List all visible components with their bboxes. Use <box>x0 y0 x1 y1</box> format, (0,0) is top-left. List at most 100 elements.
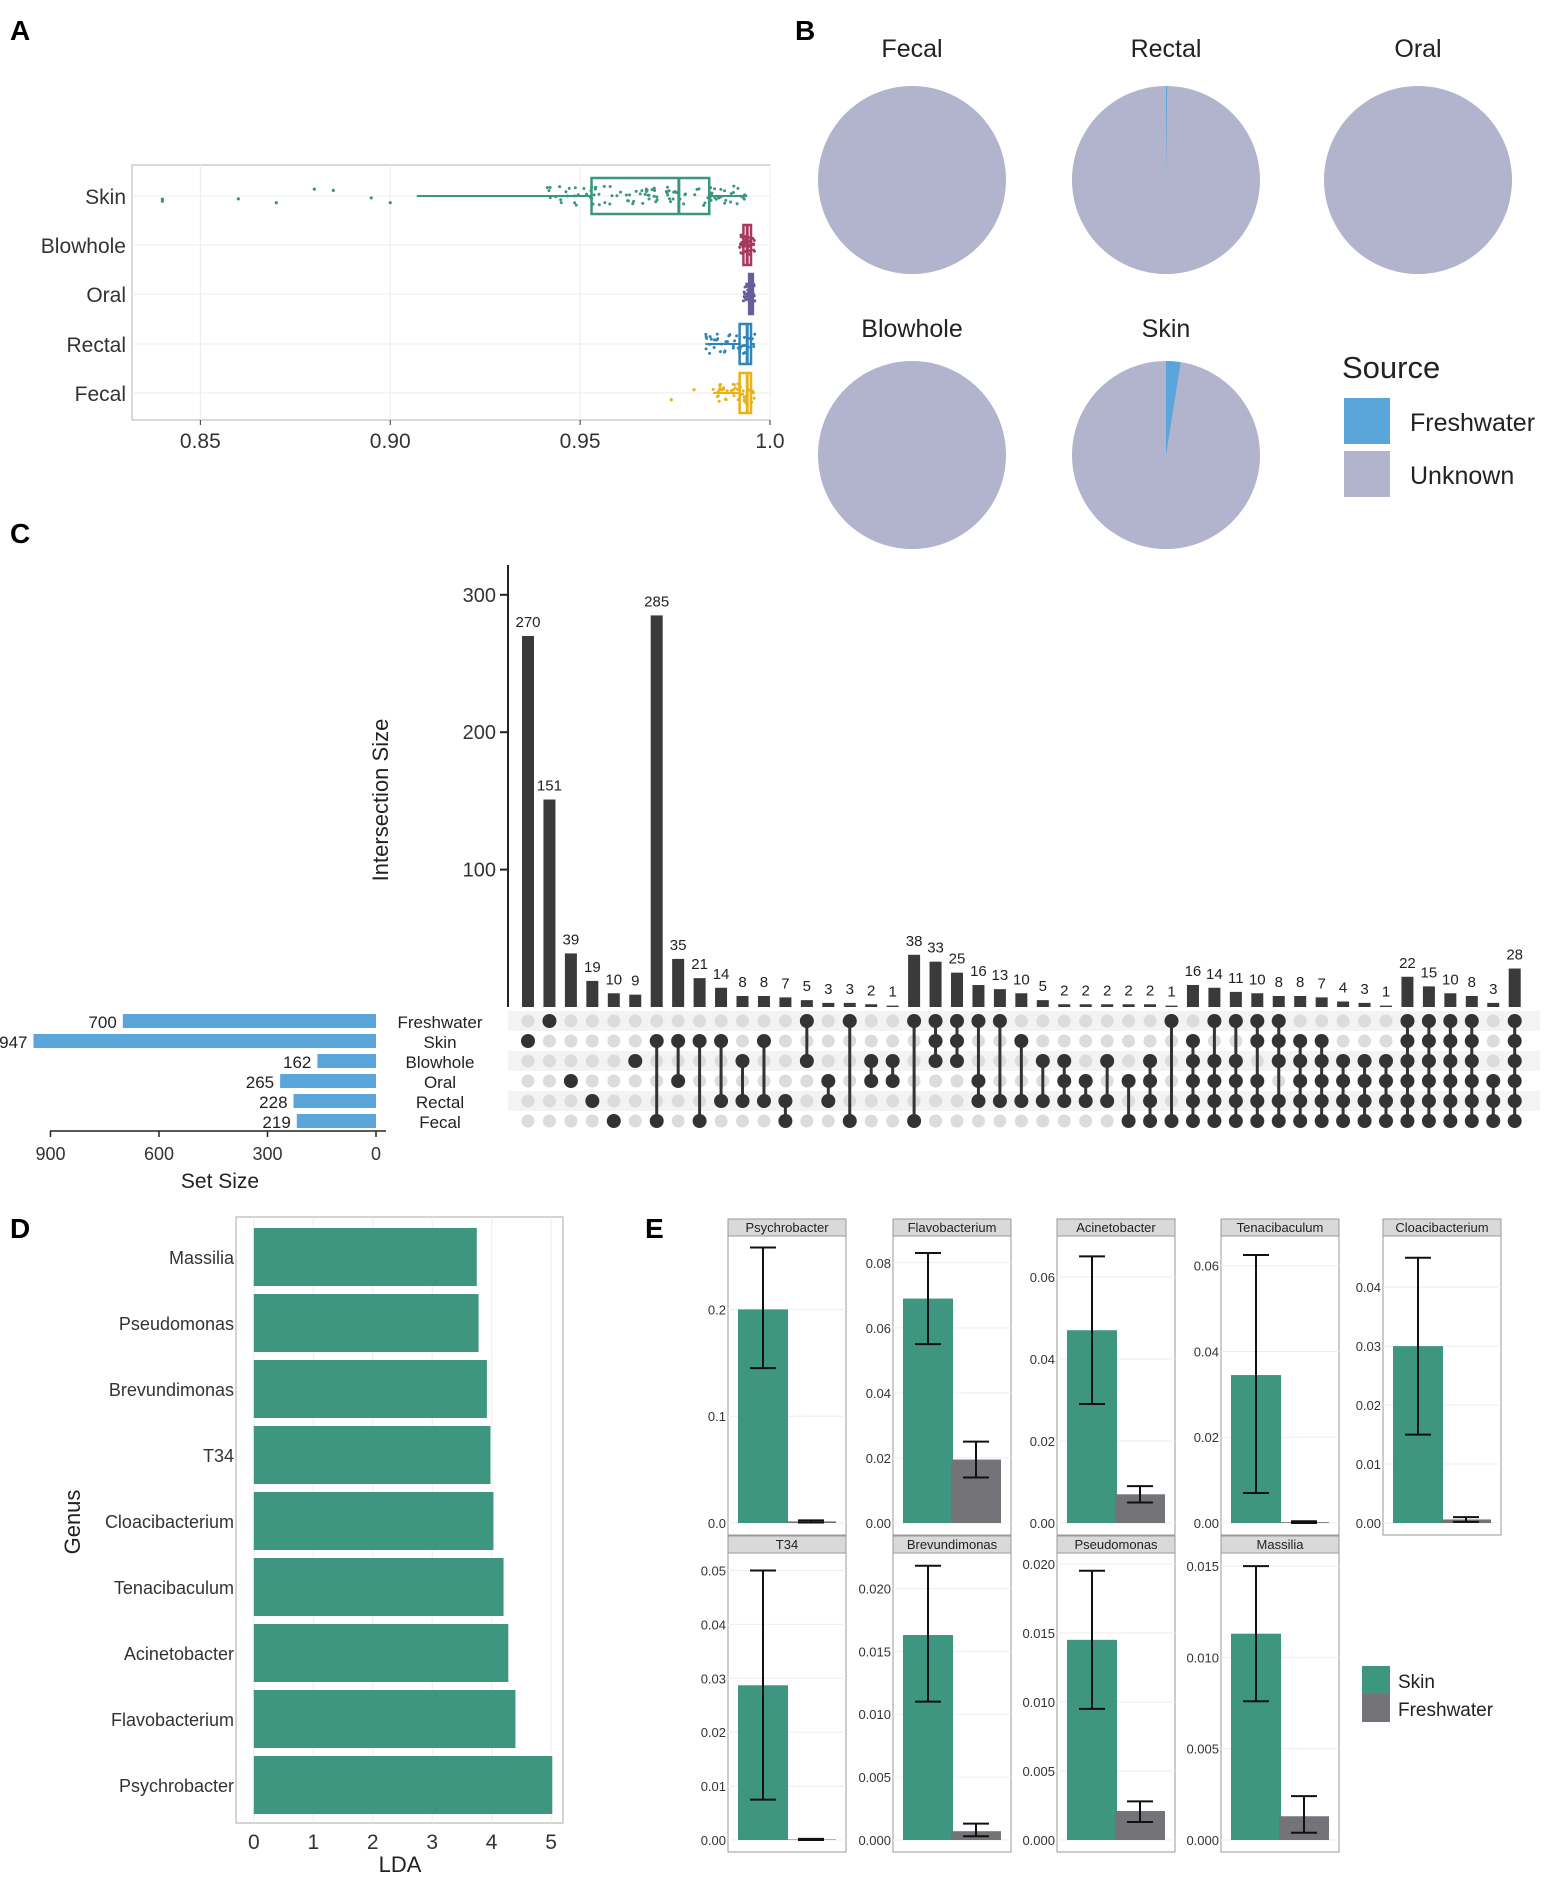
data-point <box>731 346 735 350</box>
data-point <box>724 198 728 202</box>
data-point <box>709 198 713 202</box>
matrix-dot-empty <box>800 1094 814 1108</box>
matrix-dot-filled <box>671 1074 686 1088</box>
matrix-dot-filled <box>1271 1094 1286 1108</box>
matrix-dot-filled <box>1464 1054 1479 1068</box>
intersection-value: 5 <box>1039 978 1047 995</box>
data-point <box>723 349 727 353</box>
facet-strip <box>1382 1218 1502 1237</box>
intersection-value: 10 <box>605 971 622 988</box>
matrix-dot-empty <box>1486 1034 1500 1048</box>
pie-slice-unknown <box>818 361 1006 549</box>
data-point <box>735 202 739 206</box>
matrix-dot-filled <box>542 1014 557 1028</box>
matrix-dot-empty <box>1100 1114 1114 1128</box>
intersection-value: 15 <box>1421 964 1438 981</box>
data-point <box>738 385 742 389</box>
matrix-dot-filled <box>735 1094 750 1108</box>
data-point <box>723 189 727 193</box>
data-point <box>742 351 746 355</box>
outlier-point <box>369 196 373 200</box>
matrix-dot-empty <box>736 1034 749 1048</box>
data-point <box>739 393 743 397</box>
data-point <box>608 202 612 206</box>
category-label: Rectal <box>66 334 126 357</box>
matrix-dot-empty <box>864 1014 878 1028</box>
data-point <box>741 299 745 303</box>
intersection-bar <box>1186 985 1199 1007</box>
y-tick-label: 0.015 <box>1186 1559 1219 1574</box>
data-point <box>592 193 596 197</box>
facet-strip <box>1056 1218 1176 1237</box>
data-point <box>632 199 636 203</box>
matrix-dot-filled <box>1293 1094 1308 1108</box>
intersection-bar <box>629 994 642 1007</box>
set-name-label: Skin <box>423 1033 456 1052</box>
intersection-bar <box>951 972 963 1007</box>
matrix-dot-filled <box>1507 1014 1522 1028</box>
set-axis-tick-label: 600 <box>144 1144 174 1164</box>
data-point <box>745 242 749 246</box>
data-point <box>708 351 712 355</box>
intersection-value: 22 <box>1399 955 1416 972</box>
data-point <box>671 197 675 201</box>
matrix-dot-filled <box>1121 1074 1136 1088</box>
matrix-dot-filled <box>1400 1114 1415 1128</box>
y-tick-label: 0.02 <box>1194 1430 1219 1445</box>
matrix-dot-filled <box>864 1054 879 1068</box>
facet-title: Pseudomonas <box>1074 1537 1158 1552</box>
matrix-dot-filled <box>1078 1094 1093 1108</box>
matrix-dot-empty <box>1079 1054 1093 1068</box>
y-tick-label: 0.0 <box>708 1516 726 1531</box>
data-point <box>645 188 649 192</box>
data-point <box>733 386 737 390</box>
data-point <box>590 196 594 200</box>
outlier-point <box>236 197 240 201</box>
data-point <box>712 338 716 342</box>
matrix-dot-filled <box>1464 1114 1479 1128</box>
intersection-value: 3 <box>824 981 832 998</box>
category-label: Fecal <box>75 383 126 406</box>
matrix-dot-filled <box>907 1014 922 1028</box>
data-point <box>732 394 736 398</box>
intersection-bar <box>1122 1004 1135 1007</box>
matrix-dot-filled <box>1421 1074 1436 1088</box>
intersection-bar <box>1079 1004 1092 1007</box>
matrix-dot-empty <box>607 1094 621 1108</box>
intersection-value: 8 <box>760 974 768 991</box>
matrix-dot-filled <box>1293 1074 1308 1088</box>
matrix-dot-filled <box>1486 1074 1501 1088</box>
data-point <box>752 294 756 298</box>
intersection-value: 9 <box>631 973 639 990</box>
matrix-dot-filled <box>1379 1094 1393 1108</box>
matrix-dot-empty <box>607 1054 621 1068</box>
x-tick-label: 0.95 <box>560 430 601 453</box>
matrix-dot-filled <box>1100 1054 1115 1068</box>
set-name-label: Freshwater <box>397 1013 482 1032</box>
data-point <box>741 389 745 393</box>
data-point <box>615 194 619 198</box>
data-point <box>751 389 755 393</box>
lda-bar <box>253 1228 477 1286</box>
matrix-dot-filled <box>521 1034 535 1048</box>
matrix-dot-empty <box>778 1014 792 1028</box>
data-point <box>709 186 713 190</box>
matrix-dot-filled <box>1100 1094 1115 1108</box>
matrix-dot-filled <box>1336 1114 1351 1128</box>
matrix-dot-empty <box>1122 1054 1136 1068</box>
lda-bar <box>253 1294 479 1352</box>
matrix-dot-filled <box>1228 1014 1243 1028</box>
y-tick-label: 0.000 <box>1022 1833 1055 1848</box>
data-point <box>602 184 606 188</box>
genus-label: Cloacibacterium <box>105 1512 234 1532</box>
matrix-dot-empty <box>521 1014 535 1028</box>
intersection-bar <box>1401 976 1414 1007</box>
data-point <box>739 251 743 255</box>
intersection-value: 151 <box>537 778 562 795</box>
intersection-bar <box>736 996 749 1007</box>
matrix-dot-empty <box>564 1114 578 1128</box>
data-point <box>647 197 651 201</box>
set-size-bar <box>317 1054 376 1068</box>
matrix-dot-empty <box>585 1054 599 1068</box>
facet-strip <box>727 1535 847 1554</box>
